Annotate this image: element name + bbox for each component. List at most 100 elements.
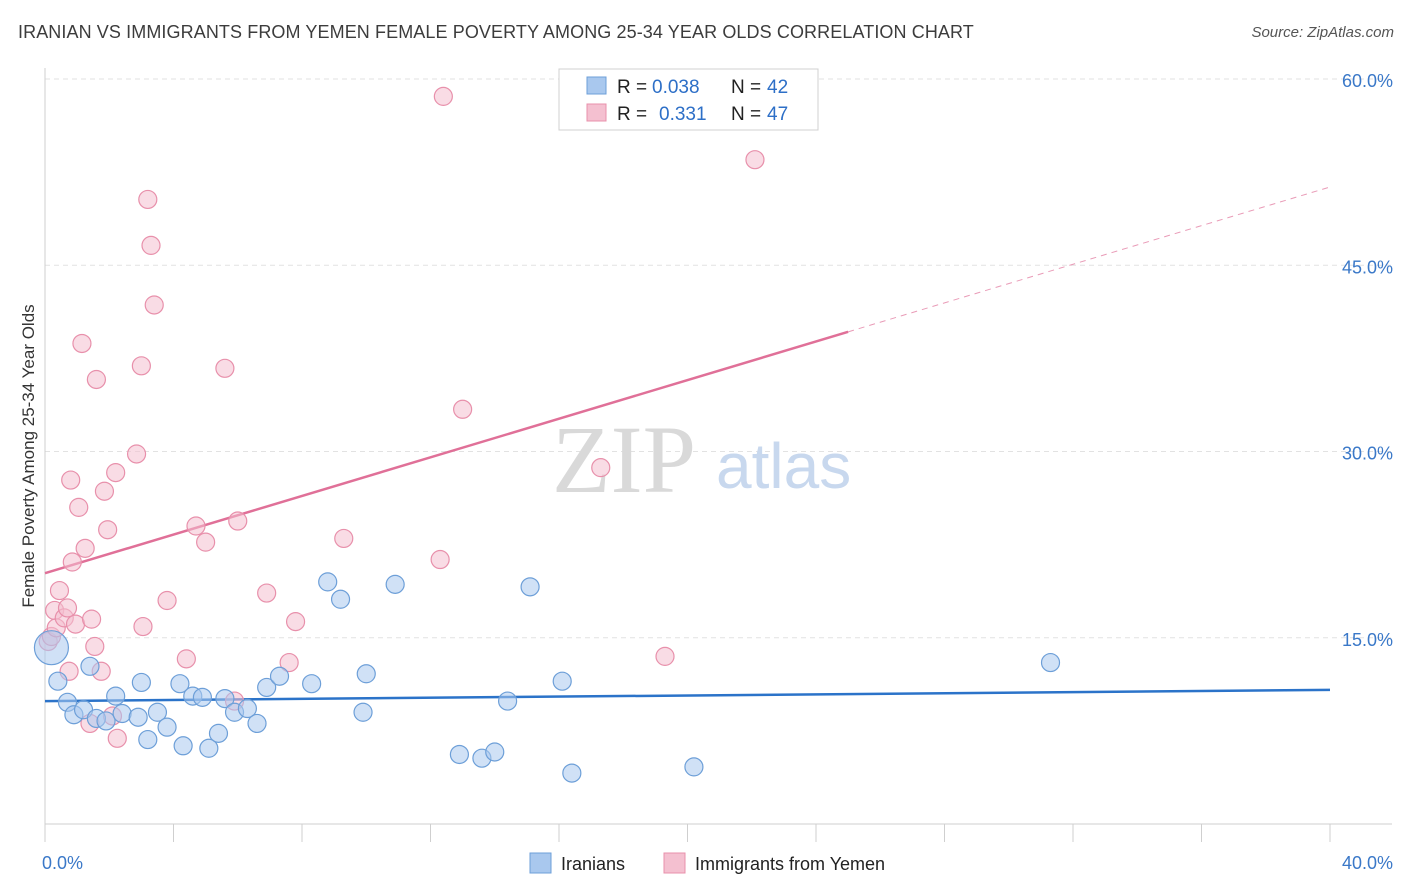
yemen-point-20: [98, 520, 118, 540]
iranians-point-5: [80, 656, 100, 676]
x-tick-label-1: 40.0%: [1342, 853, 1393, 873]
iranians-point-9: [112, 703, 132, 724]
yemen-point-8: [61, 470, 81, 490]
iranians-point-37: [520, 577, 540, 597]
legend-r-label-0: R =: [617, 77, 647, 98]
bottom-legend-label-yemen: Immigrants from Yemen: [695, 854, 885, 874]
yemen-point-29: [144, 295, 164, 315]
iranians-point-31: [356, 664, 376, 684]
iranians-point-11: [131, 672, 151, 693]
iranians-point-28: [318, 572, 338, 592]
yemen-point-43: [453, 399, 473, 419]
iranians-point-23: [237, 698, 257, 719]
iranians-point-36: [498, 691, 518, 711]
yemen-point-33: [196, 532, 216, 552]
yemen-trend-line: [44, 330, 849, 575]
y-tick-label-0: 15.0%: [1342, 630, 1393, 650]
yemen-point-41: [430, 549, 450, 570]
yemen-trend-extension: [847, 186, 1331, 333]
yemen-point-31: [176, 649, 196, 669]
legend-n-value-1: 47: [767, 104, 788, 125]
yemen-point-4: [49, 580, 70, 601]
series-legend: Iranians Immigrants from Yemen: [529, 852, 885, 874]
yemen-point-13: [75, 538, 95, 558]
legend-r-value-0: 0.038: [652, 77, 700, 98]
iranians-point-16: [173, 736, 193, 756]
yemen-point-34: [215, 358, 235, 378]
yemen-point-36: [228, 511, 248, 531]
legend-r-value-1: 0.331: [659, 104, 707, 125]
yemen-point-15: [81, 609, 102, 629]
iranians-point-7: [96, 711, 116, 731]
yemen-point-27: [138, 189, 158, 210]
yemen-point-9: [62, 552, 82, 572]
trend-lines: [44, 186, 1331, 703]
watermark: ZIP atlas: [552, 406, 851, 513]
iranians-point-18: [192, 687, 213, 707]
yemen-point-6: [57, 598, 78, 618]
y-axis-label: Female Poverty Among 25-34 Year Olds: [19, 304, 38, 607]
iranians-point-41: [1040, 652, 1061, 673]
iranians-point-14: [157, 717, 177, 737]
yemen-point-46: [745, 150, 765, 170]
y-tick-label-3: 60.0%: [1342, 71, 1393, 91]
iranians-point-27: [302, 674, 322, 694]
data-points: [33, 86, 1061, 783]
yemen-point-17: [86, 369, 107, 390]
y-tick-label-1: 30.0%: [1342, 444, 1393, 464]
iranians-point-21: [215, 688, 235, 709]
legend-swatch-yemen: [586, 103, 607, 122]
iranians-point-13: [147, 702, 168, 722]
iranians-point-39: [562, 763, 582, 783]
axes: [44, 68, 1392, 842]
iranians-point-25: [257, 677, 277, 698]
iranians-point-19: [199, 738, 219, 758]
iranians-point-1: [48, 671, 68, 691]
chart-title: IRANIAN VS IMMIGRANTS FROM YEMEN FEMALE …: [18, 22, 974, 42]
yemen-point-37: [257, 583, 277, 603]
source-label: Source: ZipAtlas.com: [1251, 24, 1394, 41]
y-tick-label-2: 45.0%: [1342, 257, 1393, 277]
yemen-point-23: [107, 728, 127, 748]
bottom-legend-label-iranians: Iranians: [561, 854, 625, 874]
yemen-point-45: [655, 646, 675, 666]
iranians-point-0: [33, 630, 70, 666]
yemen-point-28: [141, 235, 161, 255]
yemen-point-38: [279, 652, 299, 673]
yemen-point-24: [126, 444, 147, 464]
bottom-legend-swatch-yemen: [663, 852, 686, 874]
correlation-legend: R = 0.038 N = 42 R = 0.331 N = 47: [558, 68, 819, 131]
grid-lines: [45, 78, 1392, 639]
yemen-point-40: [334, 528, 354, 549]
x-tick-label-0: 0.0%: [42, 853, 83, 873]
y-tick-labels: 15.0% 30.0% 45.0% 60.0%: [1342, 71, 1393, 650]
iranians-point-40: [684, 757, 704, 777]
yemen-point-39: [285, 612, 306, 632]
watermark-zip: ZIP: [552, 406, 696, 513]
yemen-point-19: [94, 481, 115, 501]
iranians-point-10: [128, 707, 148, 727]
iranians-point-33: [449, 744, 470, 765]
legend-swatch-iranians: [586, 76, 607, 95]
iranians-point-35: [485, 742, 505, 762]
iranians-point-38: [552, 671, 572, 691]
yemen-point-25: [131, 356, 151, 376]
yemen-point-26: [133, 616, 153, 637]
iranians-point-20: [208, 723, 229, 743]
legend-n-label-0: N =: [731, 77, 761, 98]
watermark-atlas: atlas: [716, 430, 851, 502]
yemen-point-11: [69, 497, 89, 517]
legend-n-label-1: N =: [731, 104, 761, 125]
yemen-point-22: [106, 463, 126, 483]
yemen-point-44: [591, 458, 611, 478]
iranians-point-30: [353, 702, 373, 722]
iranians-point-12: [138, 729, 158, 750]
iranians-point-24: [247, 713, 267, 734]
yemen-point-32: [186, 516, 206, 536]
bottom-legend-swatch-iranians: [529, 852, 552, 874]
yemen-point-30: [157, 590, 177, 611]
yemen-point-42: [433, 86, 453, 106]
x-tick-labels: 0.0% 40.0%: [42, 853, 1393, 873]
iranians-point-26: [269, 666, 290, 686]
